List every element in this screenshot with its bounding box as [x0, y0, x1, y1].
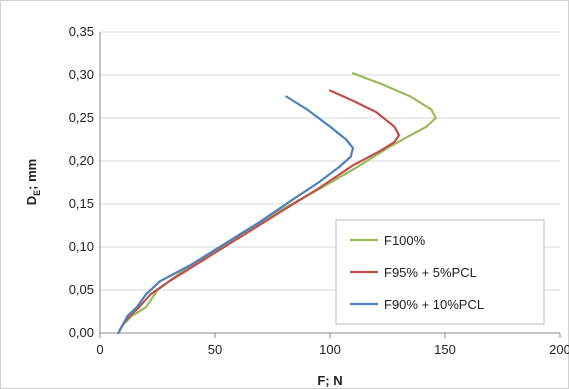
y-tick-label: 0,35: [69, 24, 94, 39]
y-tick-label: 0,10: [69, 239, 94, 254]
y-axis-title-rest: ; mm: [24, 159, 39, 190]
y-axis-title: DE; mm: [24, 159, 42, 205]
y-tick-label: 0,30: [69, 67, 94, 82]
series-line-3: [117, 95, 355, 335]
series-lines: [117, 72, 437, 335]
tick-labels: 0,00 0,05 0,10 0,15 0,20 0,25 0,30 0,35 0 50 100 15…: [69, 24, 569, 357]
x-axis-title: F; N: [317, 373, 342, 388]
x-tick-label: 150: [434, 342, 456, 357]
y-axis-title-sub: E: [32, 190, 42, 196]
y-tick-label: 0,05: [69, 282, 94, 297]
y-tick-label: 0,20: [69, 153, 94, 168]
legend-label-2: F95% + 5%PCL: [384, 265, 477, 280]
x-tick-label: 50: [208, 342, 222, 357]
legend-label-1: F100%: [384, 233, 426, 248]
legend: F100% F95% + 5%PCL F90% + 10%PCL: [335, 219, 545, 325]
y-tick-label: 0,25: [69, 110, 94, 125]
x-tick-label: 100: [319, 342, 341, 357]
y-tick-label: 0,15: [69, 196, 94, 211]
series-line-2: [117, 89, 401, 335]
y-axis-title-main: D: [24, 196, 39, 205]
x-tick-label: 0: [96, 342, 103, 357]
y-tick-label: 0,00: [69, 325, 94, 340]
legend-label-3: F90% + 10%PCL: [384, 297, 484, 312]
x-tick-label: 200: [549, 342, 569, 357]
